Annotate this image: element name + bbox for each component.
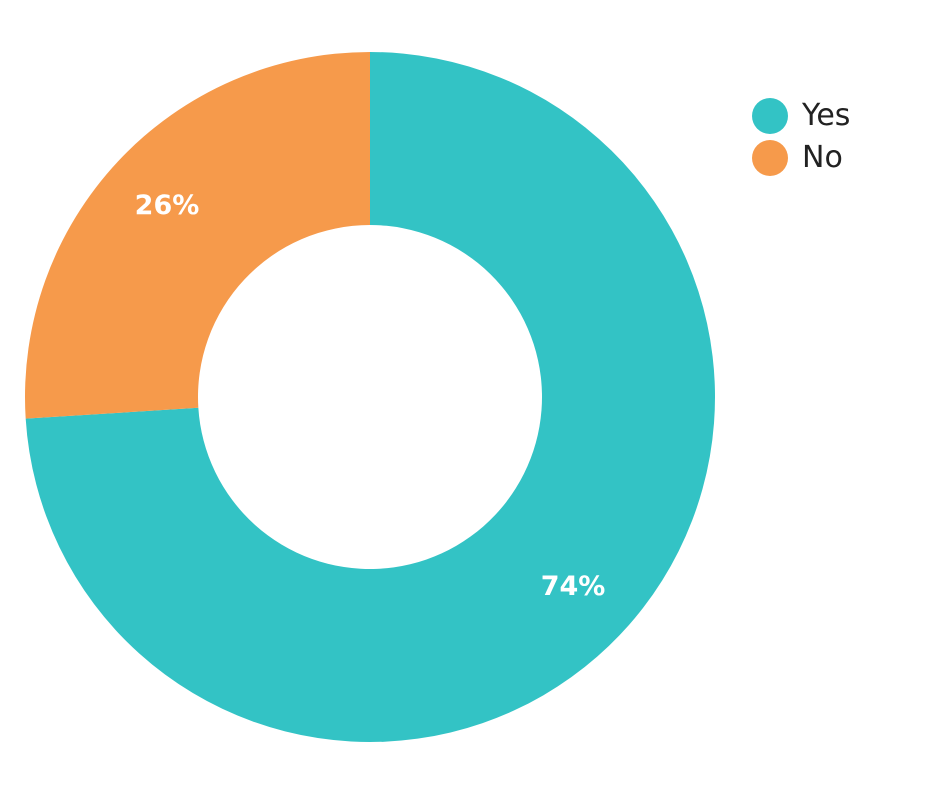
legend-item-yes: Yes	[752, 95, 850, 137]
slice-label-no: 26%	[135, 190, 200, 221]
legend-swatch-no	[752, 140, 788, 176]
legend-swatch-yes	[752, 98, 788, 134]
legend-item-no: No	[752, 137, 850, 179]
legend-label-yes: Yes	[802, 98, 851, 133]
legend-label-no: No	[802, 140, 843, 175]
chart-legend: Yes No	[752, 95, 850, 179]
slice-labels: 74% 26%	[135, 190, 606, 602]
slice-label-yes: 74%	[541, 571, 606, 602]
slice-no	[24, 52, 370, 419]
donut-slices	[24, 52, 715, 742]
slice-yes	[25, 52, 715, 742]
